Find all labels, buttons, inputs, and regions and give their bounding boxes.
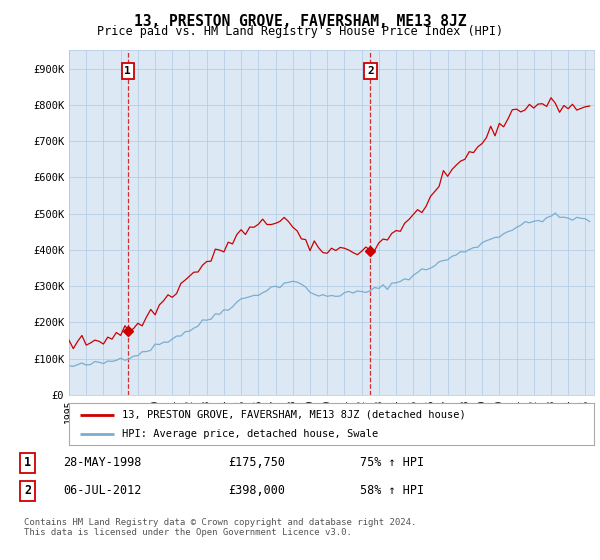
Text: 75% ↑ HPI: 75% ↑ HPI <box>360 456 424 469</box>
Text: £175,750: £175,750 <box>228 456 285 469</box>
Text: 1: 1 <box>124 66 131 76</box>
Text: Price paid vs. HM Land Registry's House Price Index (HPI): Price paid vs. HM Land Registry's House … <box>97 25 503 38</box>
Text: HPI: Average price, detached house, Swale: HPI: Average price, detached house, Swal… <box>121 429 378 439</box>
Text: 2: 2 <box>367 66 374 76</box>
Text: £398,000: £398,000 <box>228 484 285 497</box>
Text: 13, PRESTON GROVE, FAVERSHAM, ME13 8JZ: 13, PRESTON GROVE, FAVERSHAM, ME13 8JZ <box>134 14 466 29</box>
Text: 06-JUL-2012: 06-JUL-2012 <box>63 484 142 497</box>
Text: 2: 2 <box>24 484 31 497</box>
Text: 13, PRESTON GROVE, FAVERSHAM, ME13 8JZ (detached house): 13, PRESTON GROVE, FAVERSHAM, ME13 8JZ (… <box>121 409 465 419</box>
Text: 58% ↑ HPI: 58% ↑ HPI <box>360 484 424 497</box>
Text: Contains HM Land Registry data © Crown copyright and database right 2024.
This d: Contains HM Land Registry data © Crown c… <box>24 518 416 538</box>
Text: 28-MAY-1998: 28-MAY-1998 <box>63 456 142 469</box>
Text: 1: 1 <box>24 456 31 469</box>
